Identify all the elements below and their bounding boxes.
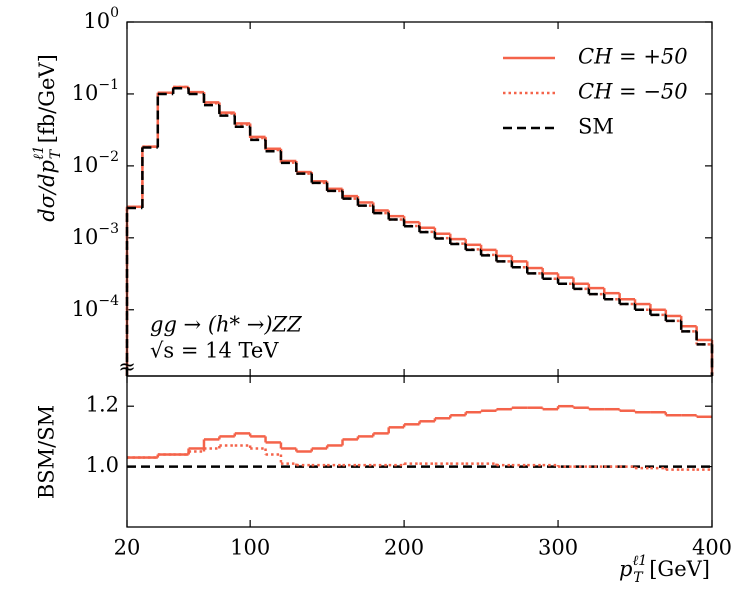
y-label-main: dσ/dp [35, 160, 59, 222]
plot-frame [126, 375, 713, 528]
y-tick-label: 10−4 [72, 293, 119, 321]
tick-base: 10 [72, 224, 99, 248]
y-tick-label: 100 [83, 5, 119, 33]
tick-base: 10 [72, 296, 99, 320]
tick-exp: −4 [98, 293, 119, 309]
tick-base: 10 [72, 80, 99, 104]
x-label-sup: ℓ1 [632, 553, 647, 569]
y-axis-label: dσ/dpℓ1T [fb/GeV] [31, 54, 64, 222]
y-label-sub: T [48, 148, 64, 159]
tick-base: 10 [72, 152, 99, 176]
annotation: gg → (h* →)ZZ [150, 313, 302, 337]
tick-exp: −1 [98, 77, 119, 93]
axis-break: ≈ [118, 355, 136, 379]
tick-exp: −2 [98, 149, 119, 165]
annotation: √s = 14 TeV [150, 339, 279, 363]
legend-label: CH = +50 [578, 45, 688, 69]
tick-base: 10 [83, 9, 110, 33]
x-axis-label: pℓ1 T [GeV] [619, 553, 710, 586]
y-label-unit: [fb/GeV] [35, 54, 59, 150]
x-label-sub: T [633, 570, 644, 586]
x-tick-label: 400 [692, 536, 732, 560]
y-tick-label: 10−2 [72, 149, 119, 177]
x-tick-label: 200 [384, 536, 424, 560]
x-label-main: p [619, 557, 632, 581]
tick-exp: −3 [98, 221, 119, 237]
bottom-panel: 1.0 1.2 20 100 200 300 400 [86, 375, 732, 560]
tick-exp: 0 [110, 5, 119, 21]
y-tick-label: 1.0 [86, 453, 119, 477]
y-tick-label: 10−3 [72, 221, 119, 249]
legend-label: CH = −50 [578, 80, 688, 104]
y-tick-label: 10−1 [72, 77, 119, 105]
x-label-unit: [GeV] [643, 557, 710, 581]
x-tick-label: 100 [230, 536, 270, 560]
legend-label: SM [578, 115, 614, 139]
y-label-sup: ℓ1 [31, 145, 47, 160]
y-tick-label: 1.2 [86, 393, 119, 417]
ratio-y-label: BSM/SM [35, 405, 59, 499]
x-tick-label: 20 [114, 536, 141, 560]
x-tick-label: 300 [538, 536, 578, 560]
